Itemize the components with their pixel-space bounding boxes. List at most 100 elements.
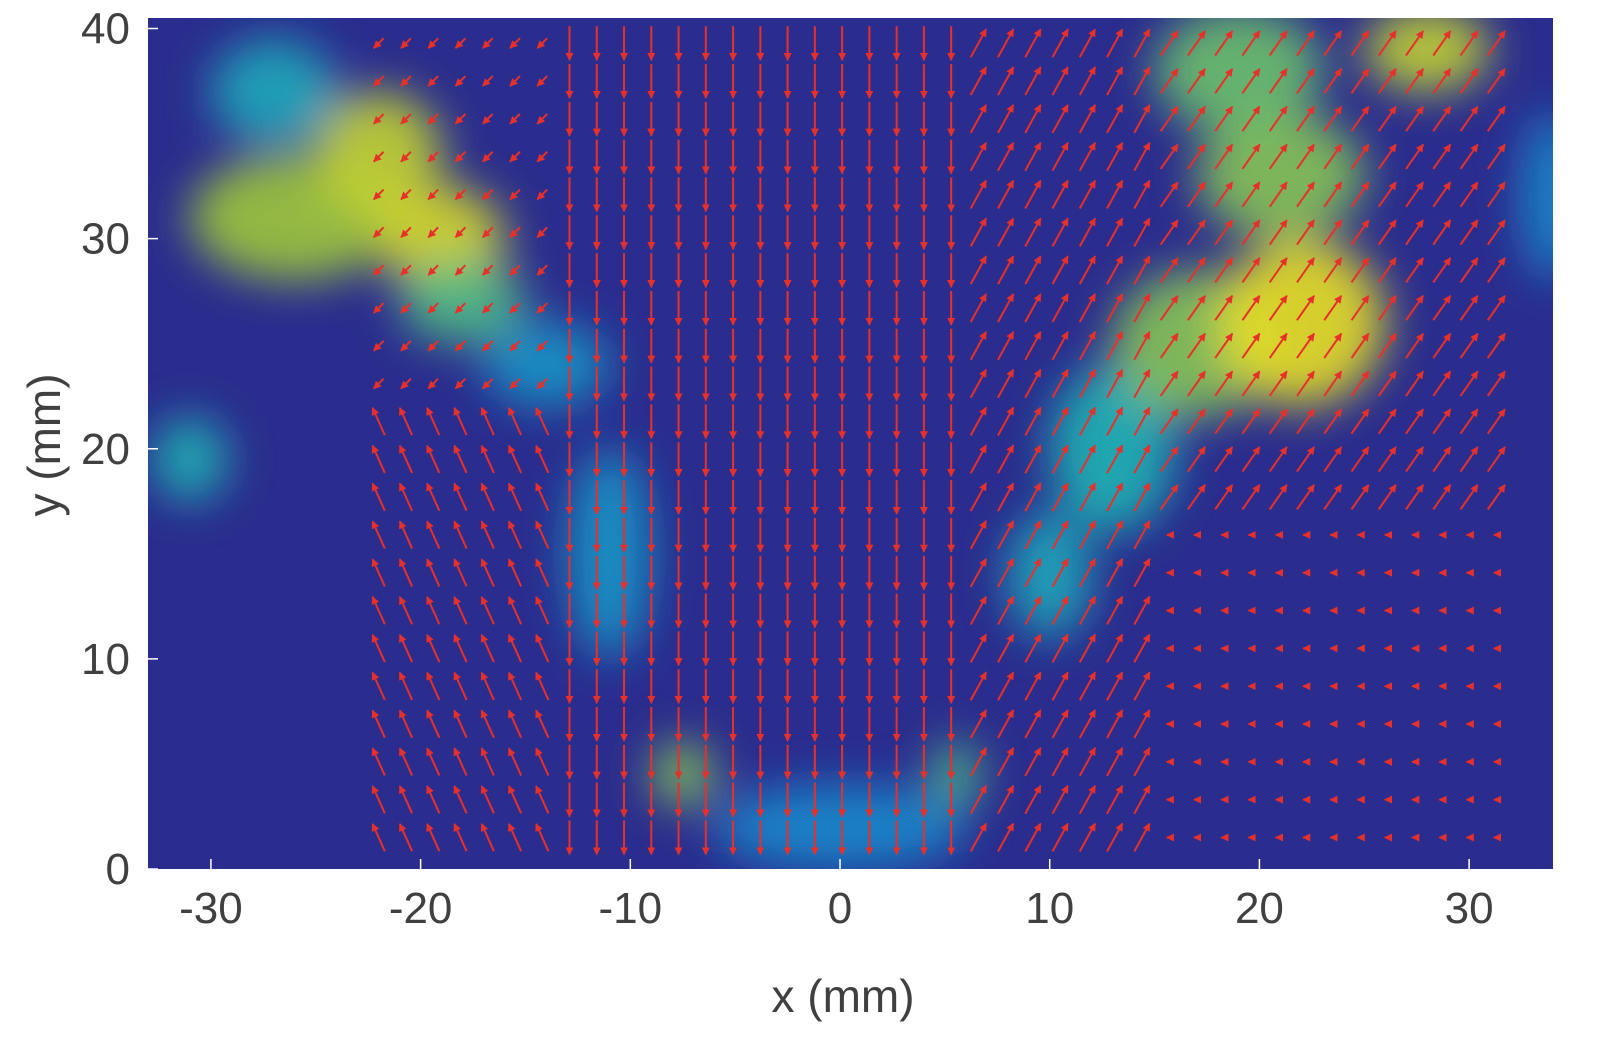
vector-arrow-54	[426, 444, 441, 474]
vector-arrow-656	[1159, 143, 1179, 170]
vector-arrow-899	[1459, 105, 1479, 132]
vector-arrow-104	[482, 226, 494, 238]
vector-arrow-502	[969, 141, 988, 172]
vector-arrow-738	[1268, 370, 1288, 397]
vector-arrow-147	[536, 264, 548, 276]
vector-arrow-548	[1024, 66, 1042, 96]
vector-arrow-496	[969, 368, 988, 399]
vector-arrow-109	[482, 37, 494, 49]
vector-arrow-681	[1187, 30, 1206, 57]
vector-arrow-521	[997, 255, 1015, 285]
vector-arrow-624	[1133, 520, 1151, 550]
vector-arrow-520	[997, 293, 1015, 323]
intensity-region-6	[483, 322, 610, 407]
vector-arrow-65	[427, 37, 439, 49]
vector-arrow-7	[371, 558, 386, 587]
y-tick-label: 0	[106, 845, 130, 894]
plot-area	[148, 18, 1553, 869]
vector-arrow-670	[1187, 446, 1206, 473]
vector-arrow-923	[1486, 30, 1506, 57]
intensity-region-3	[399, 259, 526, 344]
vector-arrow-597	[1106, 709, 1124, 739]
vector-arrow-603	[1106, 482, 1124, 512]
vector-arrow-737	[1268, 408, 1288, 435]
vector-arrow-629	[1133, 331, 1151, 361]
vector-arrow-72	[453, 596, 468, 625]
vector-arrow-107	[482, 113, 494, 125]
vector-arrow-785	[1323, 257, 1343, 284]
vector-arrow-874	[1432, 219, 1452, 246]
vector-arrow-86	[454, 75, 467, 87]
vector-arrow-135	[535, 709, 550, 739]
vector-arrow-789	[1323, 105, 1343, 132]
vector-arrow-702	[1214, 68, 1234, 94]
vector-arrow-680	[1187, 68, 1206, 94]
vector-arrow-918	[1486, 219, 1506, 246]
vector-arrow-587	[1078, 255, 1097, 285]
vector-arrow-692	[1214, 446, 1234, 473]
vector-arrow-856	[1405, 68, 1425, 94]
vector-arrow-95	[480, 558, 495, 587]
vector-arrow-648	[1159, 446, 1179, 473]
vector-arrow-31	[398, 482, 414, 512]
vector-arrow-510	[997, 671, 1015, 701]
vector-arrow-635	[1133, 104, 1151, 134]
vector-arrow-111	[507, 785, 523, 814]
vector-arrow-791	[1323, 30, 1343, 57]
vector-arrow-736	[1268, 446, 1288, 473]
vector-arrow-715	[1241, 408, 1261, 435]
vector-arrow-589	[1078, 179, 1097, 210]
vector-arrow-653	[1159, 257, 1179, 284]
vector-arrow-25	[398, 709, 414, 739]
vector-arrow-526	[997, 66, 1015, 96]
vector-arrow-119	[507, 482, 523, 512]
vector-arrow-541	[1024, 331, 1042, 361]
vector-arrow-745	[1268, 105, 1288, 132]
vector-arrow-559	[1051, 482, 1069, 512]
vector-arrow-804	[1350, 370, 1370, 397]
vector-arrow-93	[480, 633, 495, 663]
vector-arrow-134	[535, 747, 550, 776]
vector-arrow-580	[1078, 520, 1097, 550]
vector-arrow-588	[1078, 217, 1097, 247]
vector-arrow-517	[997, 406, 1015, 436]
vector-arrow-42	[400, 75, 412, 87]
vector-arrow-634	[1133, 141, 1151, 172]
vector-arrow-30	[398, 520, 414, 549]
vector-arrow-61	[427, 188, 439, 201]
vector-arrow-131	[509, 37, 521, 49]
vector-arrow-116	[507, 596, 523, 625]
vector-arrow-921	[1486, 105, 1506, 132]
vector-arrow-24	[398, 747, 414, 776]
vector-arrow-125	[509, 264, 521, 276]
vector-arrow-578	[1078, 595, 1097, 626]
vector-arrow-764	[1296, 219, 1315, 246]
vector-arrow-825	[1377, 408, 1397, 435]
vector-arrow-604	[1106, 444, 1124, 474]
vector-arrow-563	[1051, 331, 1069, 361]
vector-arrow-112	[507, 747, 523, 776]
vector-arrow-598	[1106, 671, 1124, 701]
vector-arrow-129	[509, 113, 521, 125]
vector-arrow-788	[1323, 143, 1343, 170]
vector-arrow-48	[426, 671, 441, 701]
vector-arrow-556	[1051, 595, 1069, 626]
vector-arrow-14	[373, 302, 385, 314]
vector-arrow-669	[1187, 484, 1206, 510]
vector-arrow-70	[453, 671, 468, 701]
vector-arrow-542	[1024, 293, 1042, 323]
vector-arrow-805	[1350, 332, 1370, 359]
vector-arrow-82	[454, 226, 467, 238]
vector-arrow-544	[1024, 217, 1042, 247]
y-tick-label: 10	[81, 635, 130, 684]
vector-arrow-654	[1159, 219, 1179, 246]
vector-arrow-8	[371, 520, 386, 549]
vector-arrow-492	[969, 520, 988, 550]
vector-arrow-721	[1241, 181, 1261, 208]
vector-arrow-141	[535, 482, 550, 512]
vector-arrow-674	[1187, 295, 1206, 321]
vector-arrow-698	[1214, 219, 1234, 246]
vector-arrow-697	[1214, 257, 1234, 284]
vector-arrow-853	[1405, 181, 1425, 208]
vector-arrow-609	[1106, 255, 1124, 285]
